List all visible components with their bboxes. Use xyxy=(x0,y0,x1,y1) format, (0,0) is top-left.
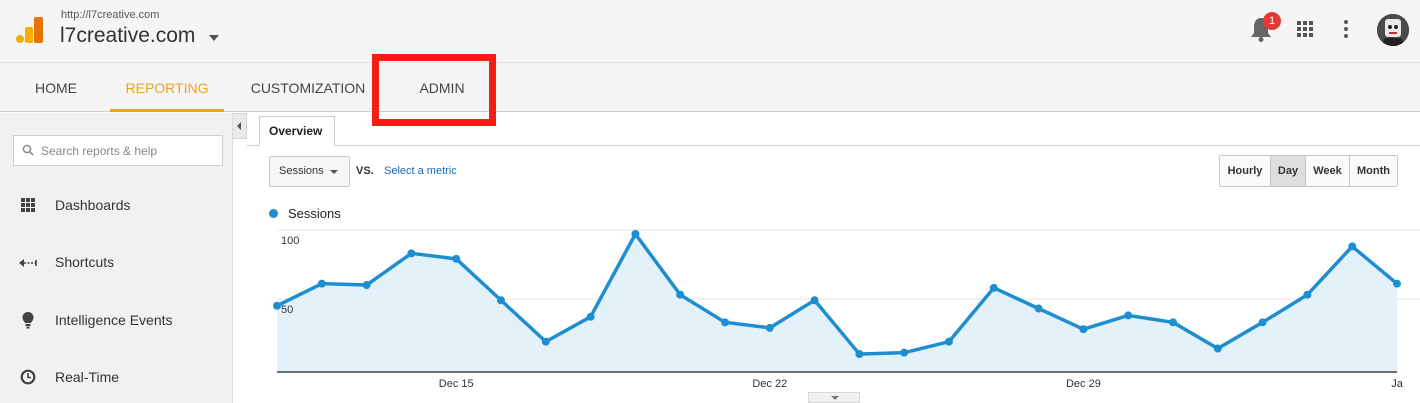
tab-reporting[interactable]: REPORTING xyxy=(110,63,224,112)
tab-home[interactable]: HOME xyxy=(35,80,77,96)
x-tick-label: Dec 29 xyxy=(1066,378,1101,390)
legend-label: Sessions xyxy=(288,206,341,221)
data-point xyxy=(317,279,326,288)
search-box xyxy=(13,135,223,166)
logo-bar-tall xyxy=(34,17,43,43)
data-point xyxy=(362,281,371,290)
tab-overview[interactable]: Overview xyxy=(259,116,335,146)
data-point xyxy=(631,230,640,238)
y-tick-label: 100 xyxy=(281,235,299,247)
data-point xyxy=(407,249,416,258)
avatar[interactable] xyxy=(1377,14,1409,46)
data-point xyxy=(1169,318,1177,327)
sidebar-item-label: Shortcuts xyxy=(55,254,115,270)
granularity-week-button[interactable]: Week xyxy=(1305,156,1349,186)
caret-down-icon[interactable] xyxy=(209,35,219,41)
sidebar-item-label: Intelligence Events xyxy=(55,312,173,328)
grid-icon xyxy=(21,198,35,212)
data-point xyxy=(1303,290,1312,299)
data-point xyxy=(1258,318,1267,327)
granularity-toggle: Hourly Day Week Month xyxy=(1219,155,1398,187)
collapse-sidebar-button[interactable] xyxy=(233,113,247,139)
data-point xyxy=(676,290,685,299)
data-point xyxy=(1393,279,1401,288)
data-point xyxy=(1079,325,1088,334)
data-point xyxy=(765,323,774,332)
sidebar-item-label: Dashboards xyxy=(55,197,131,213)
legend-marker xyxy=(269,209,278,218)
x-tick-label: Ja xyxy=(1391,378,1404,390)
account-selector[interactable]: l7creative.com xyxy=(60,24,196,47)
chart-expand-handle[interactable] xyxy=(808,392,860,403)
data-point xyxy=(497,296,505,305)
tab-customization[interactable]: CUSTOMIZATION xyxy=(250,80,366,96)
avatar-image xyxy=(1377,14,1409,46)
data-point xyxy=(810,296,819,305)
search-icon xyxy=(22,144,34,156)
sidebar-item-real-time[interactable]: Real-Time xyxy=(0,357,232,397)
more-vert-icon[interactable] xyxy=(1344,20,1348,38)
granularity-day-button[interactable]: Day xyxy=(1270,156,1305,186)
search-input[interactable] xyxy=(41,136,219,165)
header-bar: http://l7creative.com l7creative.com 1 xyxy=(0,0,1420,62)
tab-divider xyxy=(247,145,1420,146)
sidebar: Dashboards Shortcuts Intelligence Events… xyxy=(0,113,233,403)
data-point xyxy=(541,337,550,346)
clock-icon xyxy=(20,369,36,385)
data-point xyxy=(855,350,864,359)
data-point xyxy=(1124,311,1133,320)
sidebar-item-label: Real-Time xyxy=(55,369,120,385)
data-point xyxy=(1034,304,1043,313)
lightbulb-icon xyxy=(22,312,34,329)
site-url: http://l7creative.com xyxy=(61,9,160,21)
x-tick-label: Dec 15 xyxy=(439,378,474,390)
data-point xyxy=(1213,344,1222,353)
metric-select[interactable]: Sessions xyxy=(269,156,350,187)
main-nav: HOME REPORTING CUSTOMIZATION ADMIN xyxy=(0,62,1420,112)
admin-highlight-box xyxy=(372,54,496,126)
data-point xyxy=(900,348,909,357)
sidebar-item-intelligence-events[interactable]: Intelligence Events xyxy=(0,300,232,340)
select-metric-link[interactable]: Select a metric xyxy=(384,165,457,177)
shortcut-arrow-icon xyxy=(19,259,37,267)
series-line xyxy=(276,232,1399,356)
logo-bar-medium xyxy=(25,27,33,43)
x-tick-label: Dec 22 xyxy=(752,378,787,390)
data-point xyxy=(586,312,595,321)
sidebar-item-dashboards[interactable]: Dashboards xyxy=(0,185,232,225)
data-point xyxy=(989,283,998,292)
data-point xyxy=(273,301,281,310)
analytics-logo-icon[interactable] xyxy=(16,17,44,43)
y-tick-label: 50 xyxy=(281,304,293,316)
series-area xyxy=(277,234,1397,372)
data-point xyxy=(945,337,953,346)
granularity-month-button[interactable]: Month xyxy=(1349,156,1397,186)
notification-badge: 1 xyxy=(1263,12,1281,30)
apps-grid-icon[interactable] xyxy=(1297,21,1313,37)
data-point xyxy=(1348,242,1357,251)
data-point xyxy=(721,318,729,327)
data-point xyxy=(452,254,461,263)
vs-label: VS. xyxy=(356,165,374,177)
granularity-hourly-button[interactable]: Hourly xyxy=(1227,165,1263,177)
logo-bar-small xyxy=(16,35,24,43)
tab-admin[interactable]: ADMIN xyxy=(419,80,465,96)
sidebar-item-shortcuts[interactable]: Shortcuts xyxy=(0,242,232,282)
